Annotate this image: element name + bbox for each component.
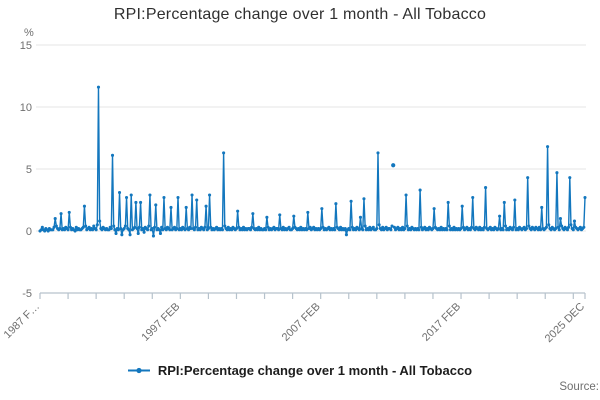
legend-line-marker-icon xyxy=(127,367,150,374)
svg-text:-5: -5 xyxy=(22,288,32,300)
x-axis-labels: 1987 F… 1997 FEB 2007 FEB 2017 FEB 2025 DEC xyxy=(2,301,588,345)
legend-dot xyxy=(136,367,142,374)
chart-title: RPI:Percentage change over 1 month - All… xyxy=(113,6,487,23)
svg-text:0: 0 xyxy=(26,226,32,238)
legend-item-rpi-tobacco[interactable]: RPI:Percentage change over 1 month - All… xyxy=(0,363,600,378)
svg-text:10: 10 xyxy=(20,102,32,114)
legend-label: RPI:Percentage change over 1 month - All… xyxy=(157,363,473,378)
y-axis-unit-label: % xyxy=(24,27,34,39)
x-axis xyxy=(39,292,586,299)
svg-text:1997 FEB: 1997 FEB xyxy=(139,301,182,344)
svg-text:1987 F…: 1987 F… xyxy=(2,301,42,341)
series-rpi-tobacco xyxy=(38,85,587,238)
svg-text:2025 DEC: 2025 DEC xyxy=(543,301,587,345)
svg-text:15: 15 xyxy=(20,40,32,52)
svg-text:5: 5 xyxy=(26,164,32,176)
y-axis-labels: 15 10 5 0 -5 xyxy=(20,40,32,300)
source-note: Source: xyxy=(559,381,599,393)
svg-text:2017 FEB: 2017 FEB xyxy=(420,301,463,344)
svg-text:2007 FEB: 2007 FEB xyxy=(280,301,323,344)
